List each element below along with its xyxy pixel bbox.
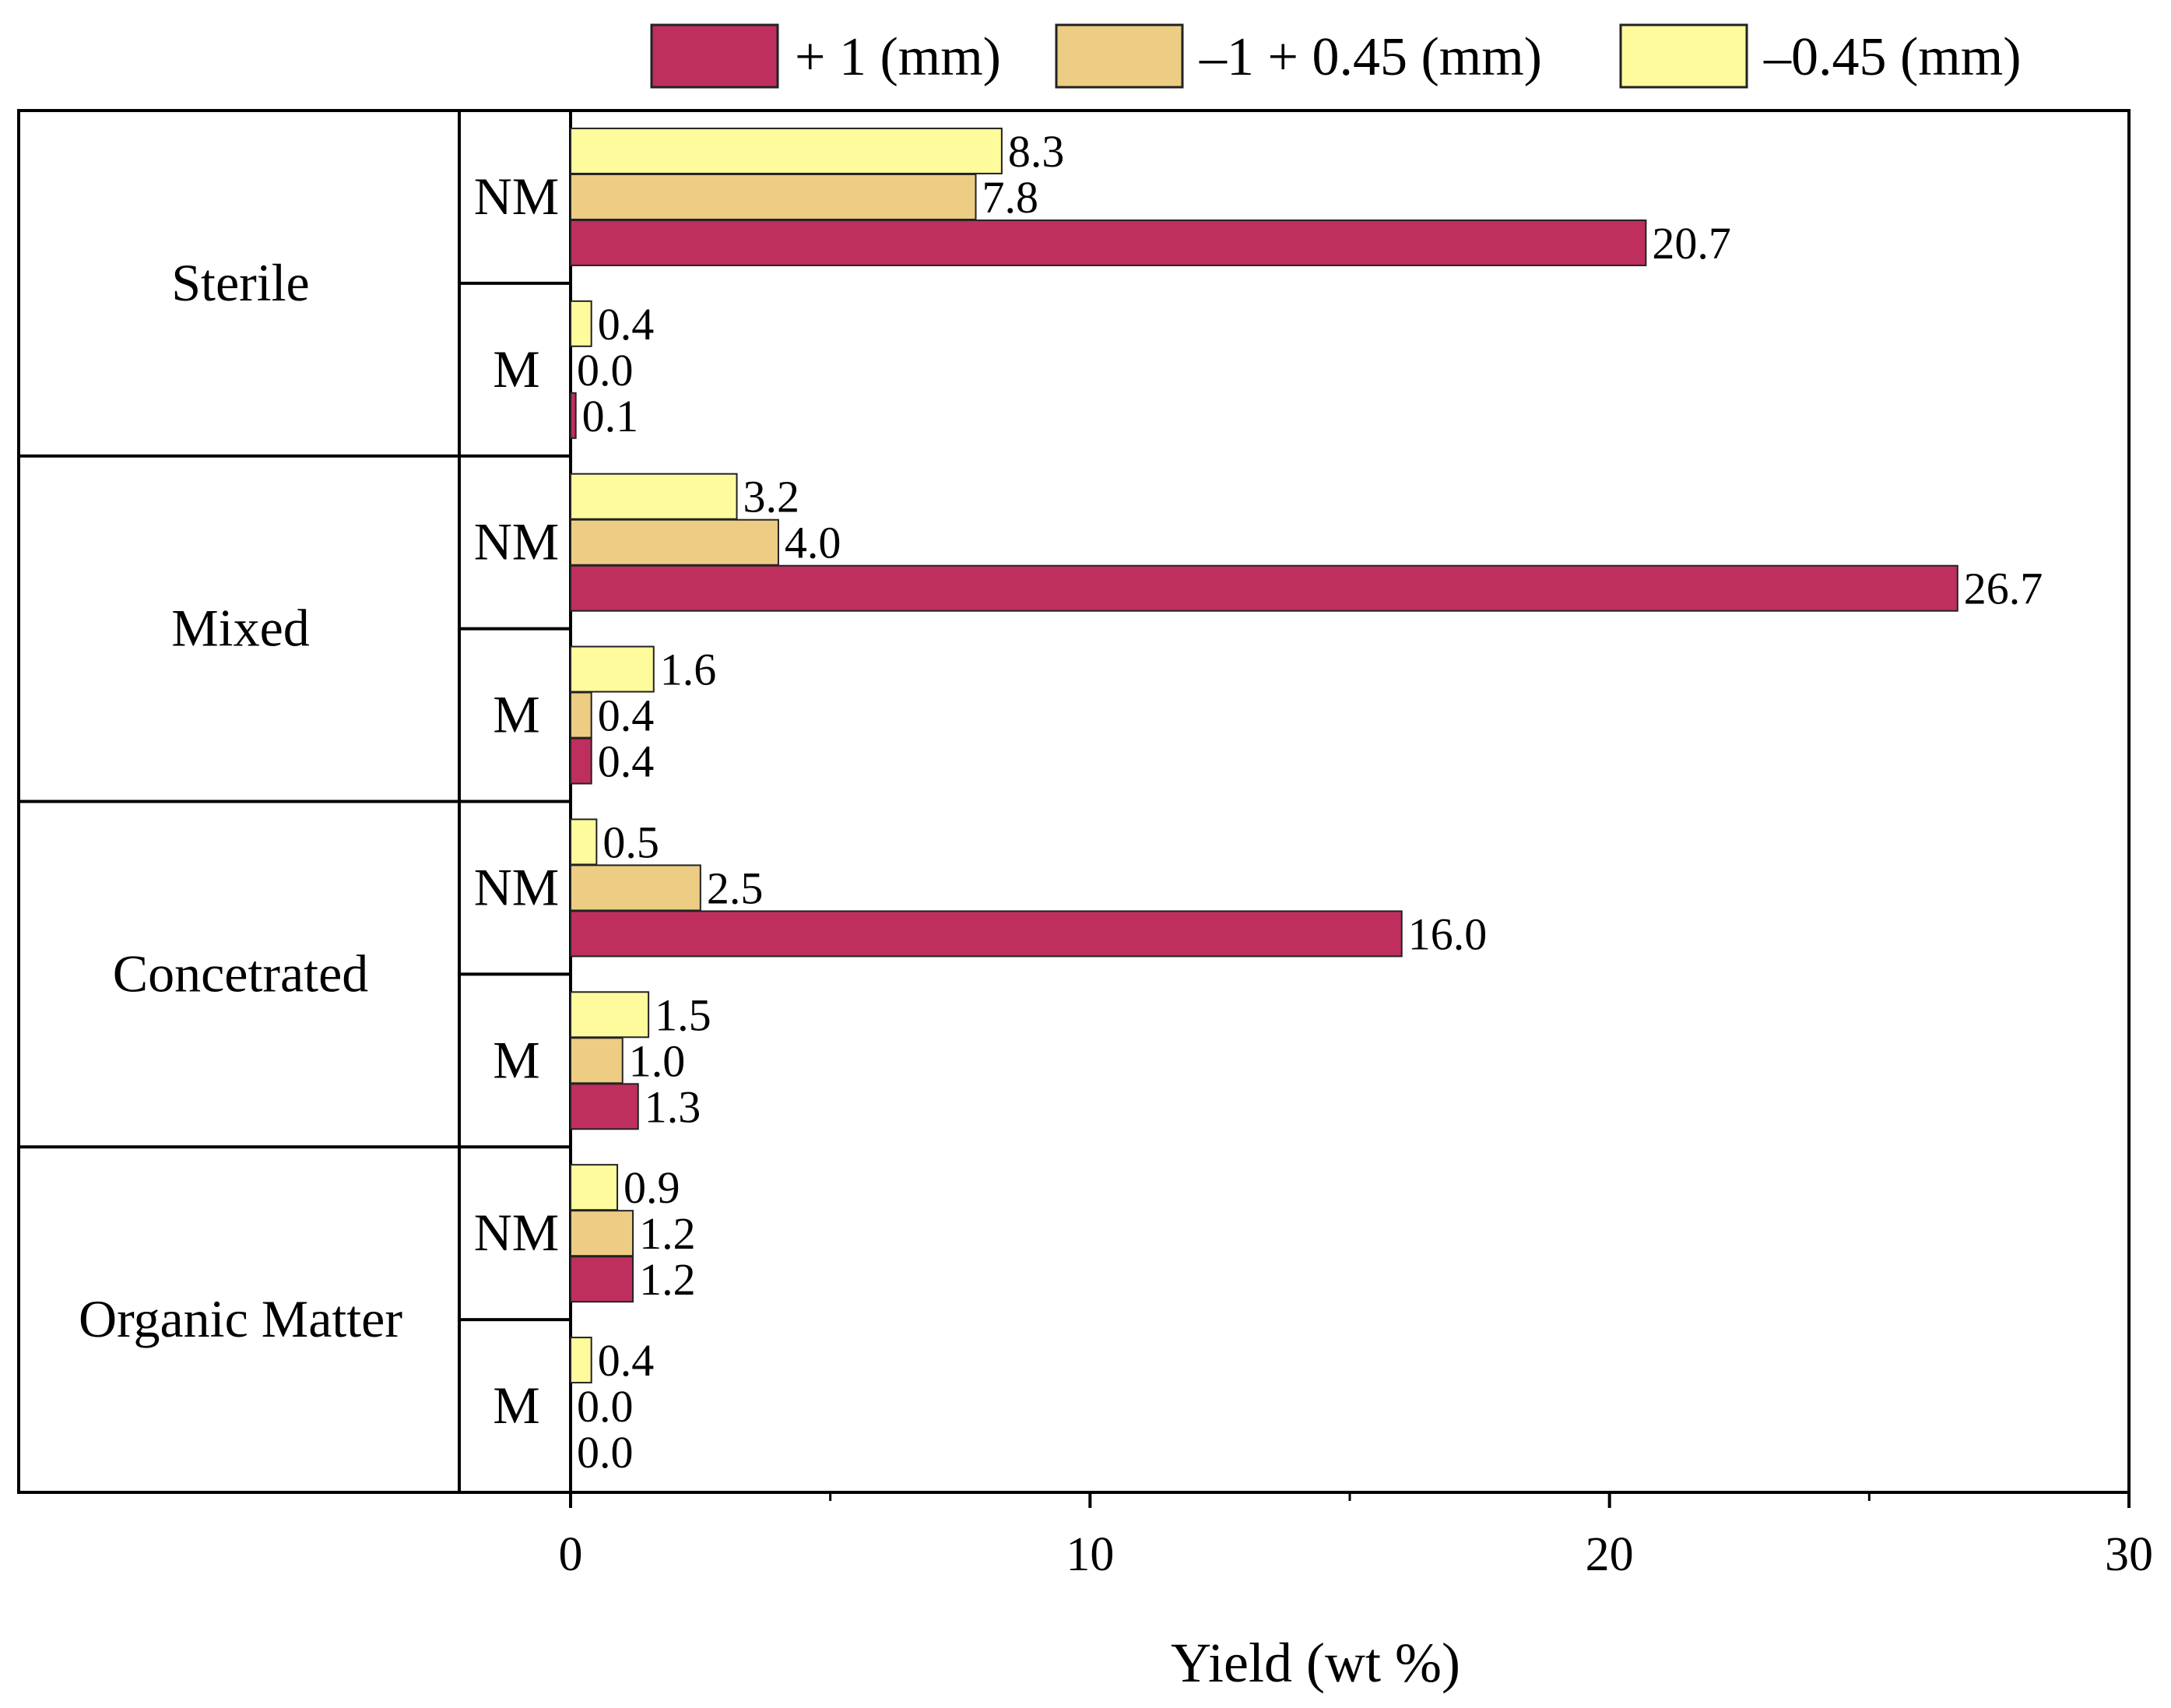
subgroup-label: NM bbox=[474, 857, 560, 916]
data-label: 0.0 bbox=[577, 1381, 634, 1432]
category-label: Concetrated bbox=[113, 944, 369, 1003]
data-label: 1.0 bbox=[629, 1035, 686, 1086]
value-labels-layer: 8.37.820.70.40.00.13.24.026.71.60.40.40.… bbox=[577, 126, 2043, 1478]
category-label: Mixed bbox=[171, 599, 310, 658]
bar bbox=[570, 518, 779, 566]
bar bbox=[570, 910, 1403, 958]
bar bbox=[570, 1164, 619, 1211]
data-label: 2.5 bbox=[707, 863, 764, 913]
legend-swatch-1 bbox=[650, 23, 779, 89]
bar bbox=[570, 1256, 634, 1303]
subgroup-label: NM bbox=[474, 167, 560, 226]
data-label: 1.2 bbox=[639, 1254, 696, 1305]
x-tick-label: 20 bbox=[1586, 1528, 1634, 1581]
bar bbox=[570, 127, 1003, 174]
category-table: Sterile NM M Mixed NM M Concetrated NM M Organic … bbox=[17, 109, 2131, 1494]
bar bbox=[570, 818, 598, 866]
x-tick-label: 10 bbox=[1066, 1528, 1114, 1581]
bar bbox=[570, 737, 592, 785]
data-label: 26.7 bbox=[1964, 564, 2043, 614]
data-label: 1.6 bbox=[660, 645, 717, 695]
subgroup-label: NM bbox=[474, 512, 560, 571]
category-label: Organic Matter bbox=[79, 1289, 402, 1348]
subgroup-label: M bbox=[493, 685, 539, 744]
data-label: 1.3 bbox=[645, 1081, 701, 1132]
bar bbox=[570, 1083, 639, 1130]
data-label: 3.2 bbox=[743, 472, 799, 522]
data-label: 0.4 bbox=[598, 1335, 655, 1386]
bar bbox=[570, 645, 655, 693]
data-label: 1.2 bbox=[639, 1208, 696, 1259]
data-label: 4.0 bbox=[785, 518, 841, 568]
data-label: 0.1 bbox=[582, 391, 639, 441]
bar bbox=[570, 219, 1647, 266]
category-label: Sterile bbox=[171, 253, 310, 312]
subgroup-label: M bbox=[493, 1030, 539, 1089]
bar bbox=[570, 173, 977, 220]
data-label: 8.3 bbox=[1008, 126, 1065, 177]
bar bbox=[570, 691, 592, 739]
legend-label-3: –0.45 (mm) bbox=[1763, 27, 2022, 87]
bar bbox=[570, 991, 650, 1039]
data-label: 0.4 bbox=[598, 299, 655, 350]
x-axis: 0 10 20 30 bbox=[559, 1492, 2153, 1581]
legend: + 1 (mm) –1 + 0.45 (mm) –0.45 (mm) bbox=[650, 23, 2022, 89]
bar bbox=[570, 300, 592, 347]
bars-layer bbox=[570, 127, 1958, 1384]
data-label: 16.0 bbox=[1408, 908, 1488, 959]
x-axis-title: Yield (wt %) bbox=[1171, 1632, 1460, 1694]
bar bbox=[570, 864, 701, 912]
data-label: 0.4 bbox=[598, 691, 655, 741]
subgroup-label: M bbox=[493, 339, 539, 399]
bar bbox=[570, 1337, 592, 1384]
data-label: 0.0 bbox=[577, 345, 634, 395]
legend-label-2: –1 + 0.45 (mm) bbox=[1199, 27, 1542, 87]
data-label: 20.7 bbox=[1652, 218, 1731, 269]
data-label: 0.9 bbox=[624, 1162, 680, 1213]
data-label: 0.0 bbox=[577, 1427, 634, 1478]
legend-label-1: + 1 (mm) bbox=[795, 27, 1001, 87]
x-tick-label: 0 bbox=[559, 1528, 583, 1581]
bar bbox=[570, 473, 738, 520]
legend-swatch-3 bbox=[1619, 23, 1748, 89]
bar bbox=[570, 1037, 624, 1084]
bar bbox=[570, 392, 577, 439]
data-label: 7.8 bbox=[982, 172, 1039, 223]
legend-swatch-2 bbox=[1055, 23, 1184, 89]
bar bbox=[570, 564, 1958, 612]
bar bbox=[570, 1210, 634, 1257]
data-label: 0.5 bbox=[602, 817, 659, 867]
x-tick-label: 30 bbox=[2105, 1528, 2153, 1581]
data-label: 1.5 bbox=[655, 989, 711, 1040]
subgroup-label: NM bbox=[474, 1203, 560, 1262]
data-label: 0.4 bbox=[598, 736, 655, 787]
subgroup-label: M bbox=[493, 1376, 539, 1435]
